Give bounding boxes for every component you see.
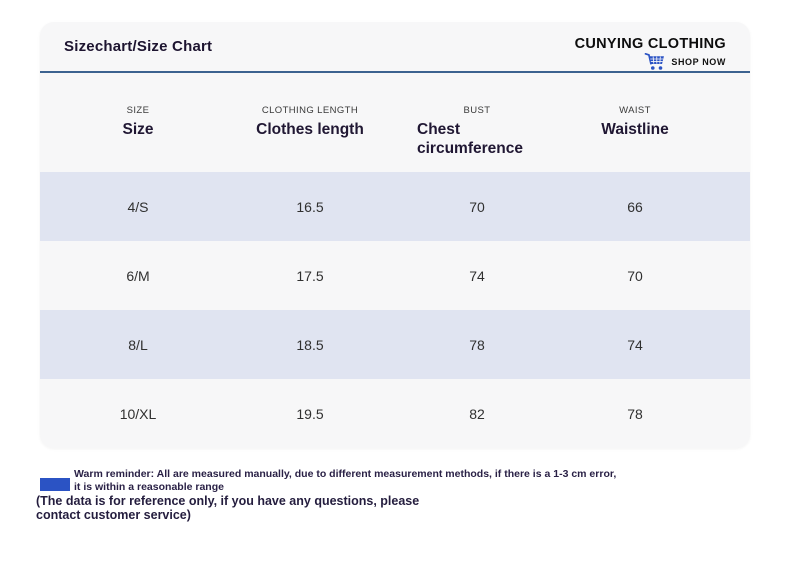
size-chart-card: Sizechart/Size Chart CUNYING CLOTHING SH… bbox=[40, 22, 750, 448]
page-title: Sizechart/Size Chart bbox=[64, 38, 213, 55]
warm-reminder-line1: Warm reminder: All are measured manually… bbox=[74, 468, 617, 480]
warm-reminder-row: Warm reminder: All are measured manually… bbox=[36, 468, 656, 494]
cell-clothes-length: 17.5 bbox=[296, 267, 324, 284]
table-row: 10/XL 19.5 82 78 bbox=[40, 379, 750, 448]
column-eyebrow: WAIST bbox=[619, 105, 651, 116]
table-header-row: SIZE Size CLOTHING LENGTH Clothes length… bbox=[40, 73, 750, 172]
column-eyebrow: CLOTHING LENGTH bbox=[261, 105, 359, 116]
cell-clothes-length: 16.5 bbox=[296, 198, 324, 215]
cell-bust: 78 bbox=[469, 336, 485, 353]
table-row: 8/L 18.5 78 74 bbox=[40, 310, 750, 379]
table-row: 4/S 16.5 70 66 bbox=[40, 172, 750, 241]
column-label: Clothes length bbox=[256, 121, 364, 138]
cell-clothes-length: 18.5 bbox=[296, 336, 324, 353]
card-header: Sizechart/Size Chart CUNYING CLOTHING SH… bbox=[40, 22, 750, 73]
brand-block: CUNYING CLOTHING SHOP NOW bbox=[575, 22, 726, 71]
column-header-clothes-length: CLOTHING LENGTH Clothes length bbox=[236, 73, 384, 172]
cell-size: 6/M bbox=[126, 267, 150, 284]
cell-waist: 66 bbox=[627, 198, 643, 215]
reference-note: (The data is for reference only, if you … bbox=[36, 494, 420, 522]
cell-bust: 74 bbox=[469, 267, 485, 284]
cell-clothes-length: 19.5 bbox=[296, 405, 324, 422]
column-label: Chest circumference bbox=[417, 121, 523, 158]
warm-reminder-text: Warm reminder: All are measured manually… bbox=[74, 468, 616, 494]
cell-waist: 78 bbox=[627, 405, 643, 422]
brand-name: CUNYING CLOTHING bbox=[574, 36, 726, 52]
shop-now-label[interactable]: SHOP NOW bbox=[671, 57, 726, 67]
column-header-bust: BUST Chest circumference bbox=[384, 73, 570, 172]
cart-icon[interactable] bbox=[644, 53, 665, 71]
warm-reminder-line2: it is within a reasonable range bbox=[74, 481, 224, 494]
column-eyebrow: BUST bbox=[463, 105, 491, 116]
table-row: 6/M 17.5 74 70 bbox=[40, 241, 750, 310]
cell-waist: 74 bbox=[627, 336, 643, 353]
blue-swatch bbox=[40, 478, 70, 491]
cell-size: 4/S bbox=[127, 198, 149, 215]
shop-now-row: SHOP NOW bbox=[575, 53, 726, 71]
cell-bust: 82 bbox=[469, 405, 485, 422]
column-header-waist: WAIST Waistline bbox=[570, 73, 700, 172]
cell-bust: 70 bbox=[469, 198, 485, 215]
footer-disclaimer: Warm reminder: All are measured manually… bbox=[36, 468, 656, 523]
column-header-size: SIZE Size bbox=[40, 73, 236, 172]
column-label: Size bbox=[122, 121, 154, 138]
cell-size: 10/XL bbox=[119, 405, 157, 422]
cell-waist: 70 bbox=[627, 267, 643, 284]
column-label: Waistline bbox=[601, 121, 669, 138]
cell-size: 8/L bbox=[128, 336, 148, 353]
column-eyebrow: SIZE bbox=[126, 105, 150, 116]
